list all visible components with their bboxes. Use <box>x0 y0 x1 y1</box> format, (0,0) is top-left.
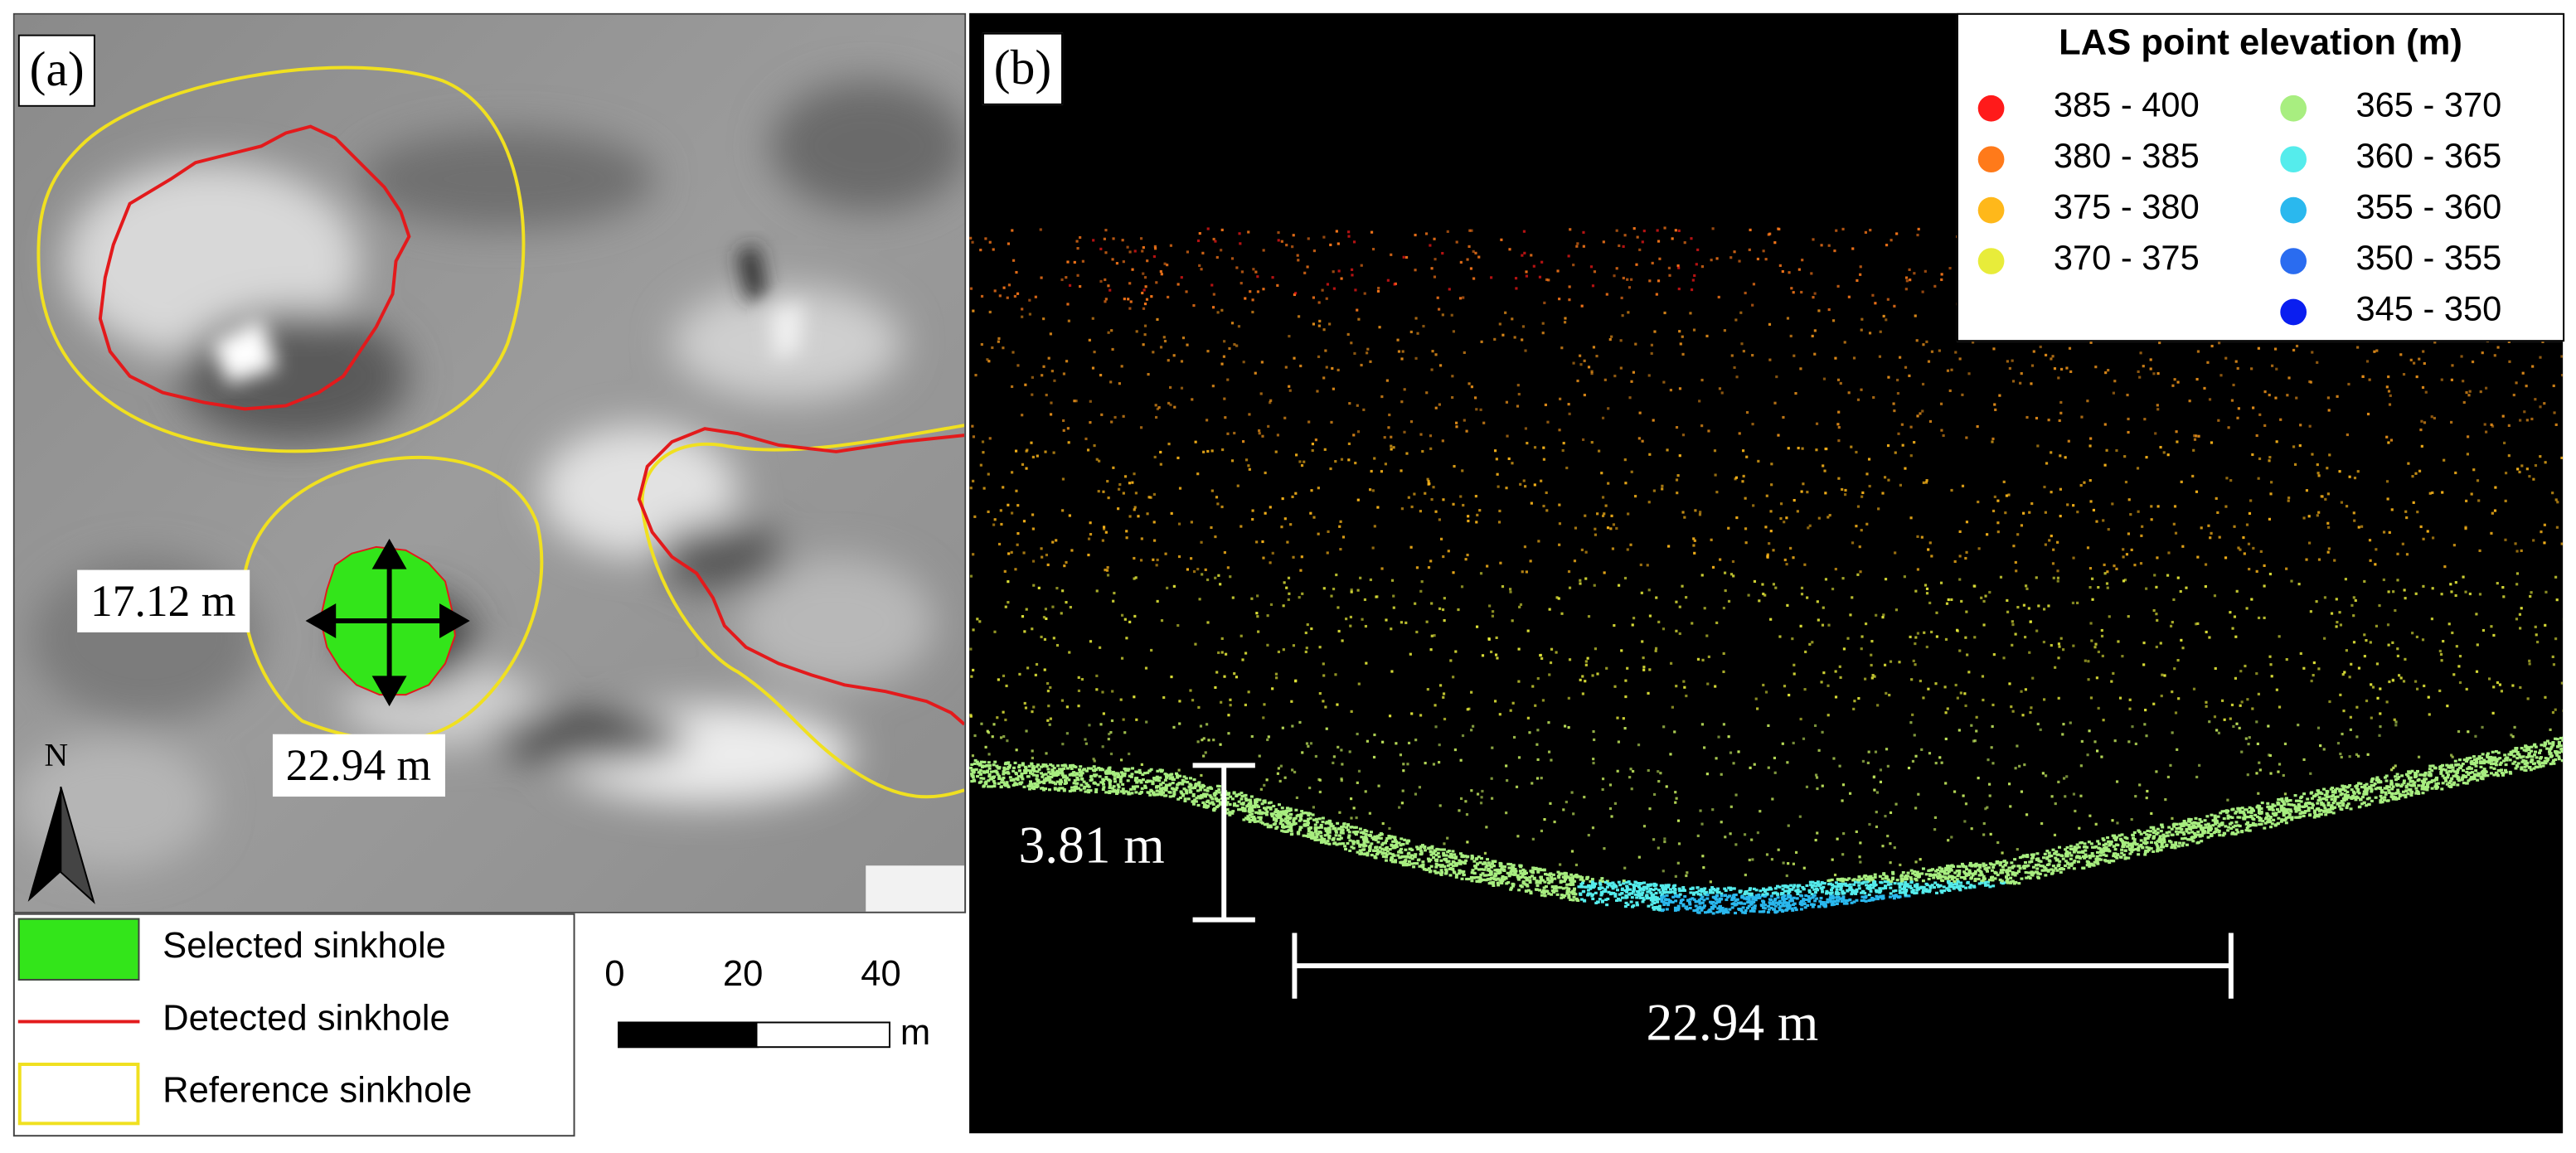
elevation-class-label: 370 - 375 <box>2054 240 2200 279</box>
sinkhole-width-label: 17.12 m <box>77 570 249 632</box>
depth-label: 3.81 m <box>1019 815 1165 875</box>
elevation-class-dot <box>2280 146 2307 172</box>
sinkhole-length-label: 22.94 m <box>273 734 444 797</box>
scale-segment-white <box>755 1021 890 1048</box>
hillshade-map-panel: (a) N 17.12 m 22.94 m <box>13 13 966 913</box>
elevation-class-dot <box>1978 146 2005 172</box>
elevation-class-label: 385 - 400 <box>2054 87 2200 127</box>
elevation-legend: LAS point elevation (m) 385 - 400 380 - 3… <box>1957 13 2564 342</box>
map-legend: Selected sinkhole Detected sinkhole Refe… <box>13 913 575 1136</box>
elevation-class-dot <box>1978 95 2005 122</box>
elevation-class-dot <box>2280 299 2307 326</box>
selected-swatch <box>18 918 140 981</box>
scale-bar: 0 20 40 m <box>591 952 953 1068</box>
north-label: N <box>45 738 69 776</box>
elevation-class-label: 380 - 385 <box>2054 138 2200 177</box>
elevation-class-dot <box>1978 248 2005 274</box>
elevation-class-label: 375 - 380 <box>2054 189 2200 229</box>
legend-item-detected: Detected sinkhole <box>15 987 574 1059</box>
elevation-class-label: 365 - 370 <box>2355 87 2501 127</box>
elevation-class-label: 345 - 350 <box>2355 291 2501 331</box>
elevation-class-label: 350 - 355 <box>2355 240 2501 279</box>
scale-tick-20: 20 <box>723 952 764 996</box>
elevation-class-label: 360 - 365 <box>2355 138 2501 177</box>
legend-label: Reference sinkhole <box>163 1069 472 1112</box>
elevation-class-dot <box>2280 248 2307 274</box>
elevation-legend-title: LAS point elevation (m) <box>1958 22 2563 65</box>
legend-item-selected: Selected sinkhole <box>15 915 574 987</box>
legend-label: Selected sinkhole <box>163 925 446 968</box>
elevation-class-dot <box>1978 197 2005 224</box>
hillshade-map <box>15 15 964 912</box>
elevation-class-dot <box>2280 197 2307 224</box>
scale-tick-0: 0 <box>604 952 624 996</box>
legend-item-reference: Reference sinkhole <box>15 1059 574 1131</box>
reference-swatch <box>18 1063 140 1125</box>
panel-a-tag: (a) <box>18 35 96 107</box>
scale-tick-40: 40 <box>861 952 901 996</box>
scale-unit: m <box>900 1012 930 1055</box>
scale-segment-black <box>618 1021 759 1048</box>
detected-swatch <box>18 991 140 1053</box>
elevation-class-dot <box>2280 95 2307 122</box>
legend-label: Detected sinkhole <box>163 997 450 1040</box>
span-label: 22.94 m <box>1646 992 1818 1053</box>
elevation-class-label: 355 - 360 <box>2355 189 2501 229</box>
